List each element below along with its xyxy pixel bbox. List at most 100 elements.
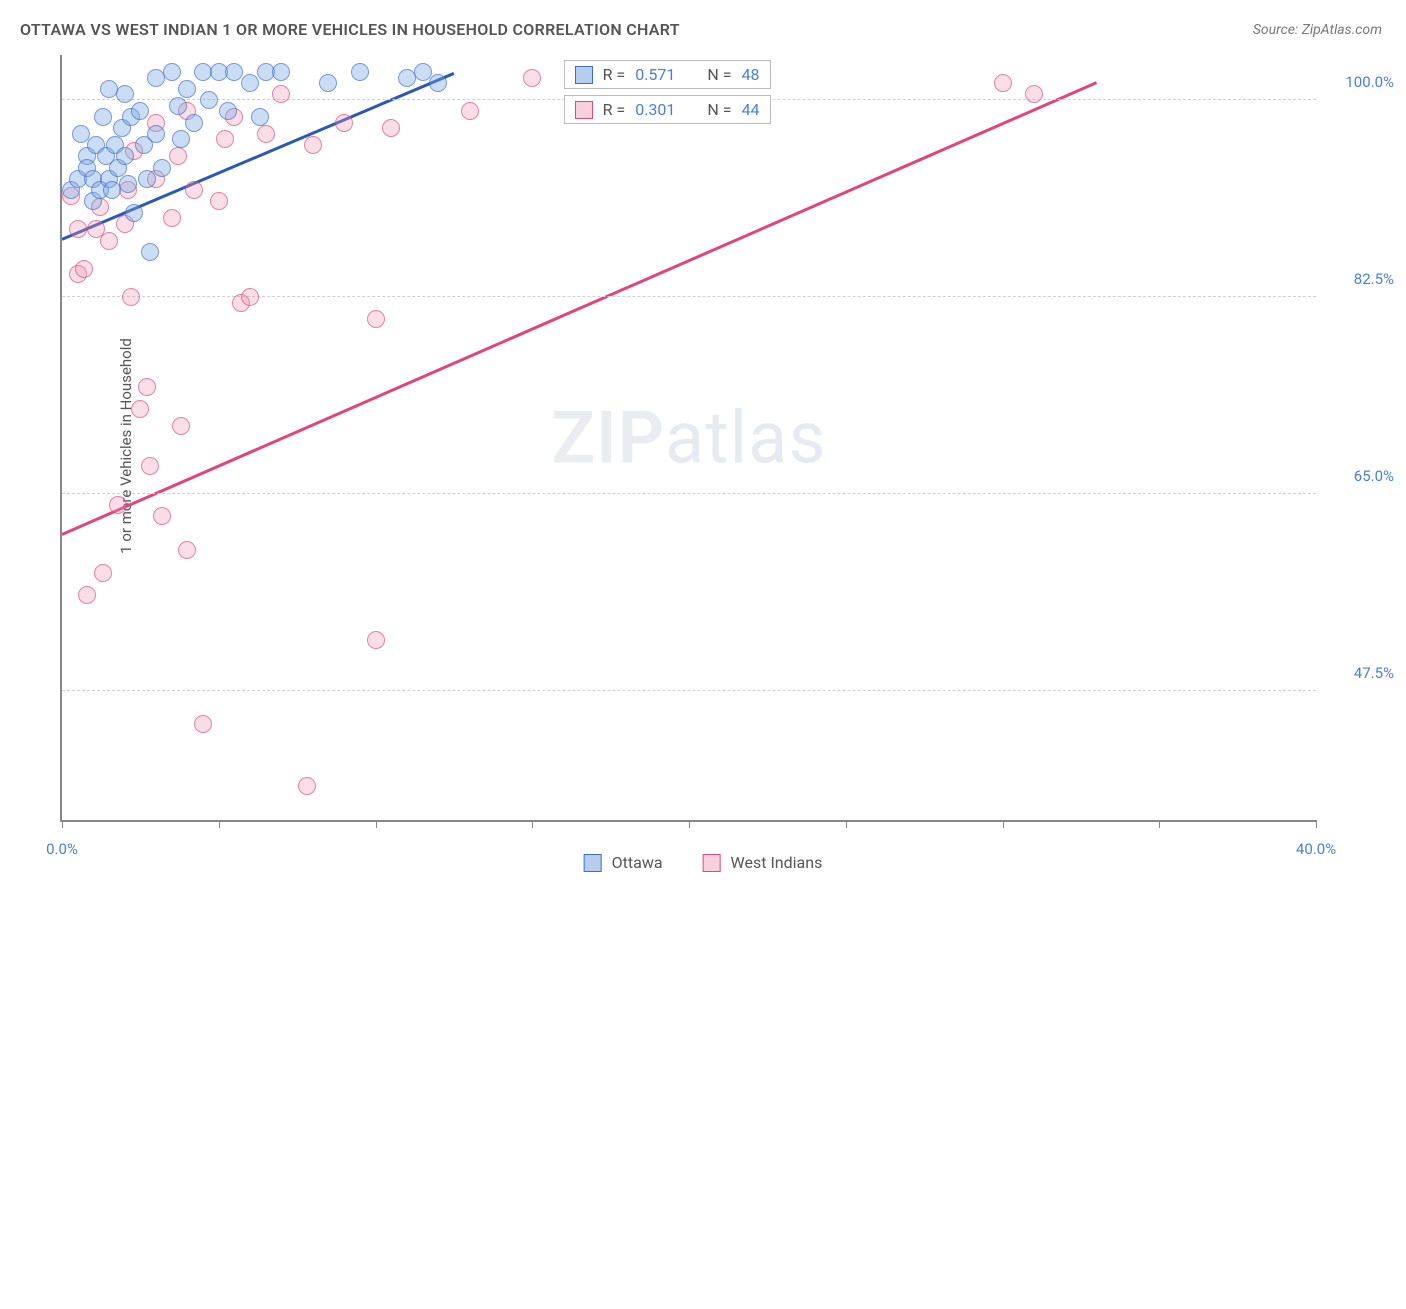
scatter-point bbox=[241, 74, 259, 92]
trend-line bbox=[62, 83, 1097, 535]
source-label: Source: ZipAtlas.com bbox=[1253, 22, 1382, 38]
trend-lines bbox=[62, 55, 1316, 1309]
scatter-point bbox=[1025, 85, 1043, 103]
x-tick bbox=[689, 820, 690, 828]
legend-item-west-indians: West Indians bbox=[703, 853, 823, 872]
scatter-point bbox=[72, 125, 90, 143]
scatter-point bbox=[185, 114, 203, 132]
scatter-point bbox=[304, 136, 322, 154]
legend-label-west-indians: West Indians bbox=[731, 853, 823, 872]
y-tick-label: 65.0% bbox=[1324, 467, 1394, 485]
correlation-chart: OTTAWA VS WEST INDIAN 1 OR MORE VEHICLES… bbox=[0, 0, 1406, 892]
scatter-point bbox=[367, 631, 385, 649]
scatter-point bbox=[94, 108, 112, 126]
scatter-point bbox=[194, 715, 212, 733]
x-tick bbox=[846, 820, 847, 828]
scatter-point bbox=[122, 288, 140, 306]
r-value: 0.571 bbox=[635, 65, 675, 84]
scatter-point bbox=[147, 125, 165, 143]
x-tick-label: 40.0% bbox=[1296, 840, 1336, 858]
scatter-point bbox=[351, 63, 369, 81]
scatter-point bbox=[138, 378, 156, 396]
legend-label-ottawa: Ottawa bbox=[612, 853, 663, 872]
scatter-point bbox=[200, 91, 218, 109]
legend-correlation: R =0.301N =44 bbox=[564, 95, 771, 124]
scatter-point bbox=[169, 97, 187, 115]
scatter-point bbox=[100, 232, 118, 250]
r-label: R = bbox=[603, 65, 626, 84]
scatter-point bbox=[119, 175, 137, 193]
x-tick bbox=[219, 820, 220, 828]
legend-bottom: Ottawa West Indians bbox=[584, 853, 823, 872]
x-tick bbox=[532, 820, 533, 828]
n-value: 48 bbox=[742, 65, 760, 84]
scatter-point bbox=[272, 63, 290, 81]
scatter-point bbox=[78, 586, 96, 604]
watermark-atlas: atlas bbox=[665, 395, 827, 480]
watermark-zip: ZIP bbox=[551, 395, 664, 480]
scatter-point bbox=[172, 130, 190, 148]
scatter-point bbox=[216, 130, 234, 148]
scatter-point bbox=[461, 102, 479, 120]
y-tick-label: 47.5% bbox=[1324, 664, 1394, 682]
scatter-point bbox=[69, 220, 87, 238]
x-tick bbox=[1003, 820, 1004, 828]
x-tick-label: 0.0% bbox=[46, 840, 78, 858]
legend-correlation: R = 0.571 N = 48 bbox=[564, 60, 771, 89]
scatter-point bbox=[138, 170, 156, 188]
scatter-point bbox=[172, 417, 190, 435]
scatter-point bbox=[153, 507, 171, 525]
x-tick bbox=[62, 820, 63, 828]
scatter-point bbox=[109, 496, 127, 514]
scatter-point bbox=[131, 102, 149, 120]
scatter-point bbox=[178, 541, 196, 559]
legend-swatch bbox=[575, 66, 593, 84]
scatter-point bbox=[125, 204, 143, 222]
gridline bbox=[62, 690, 1316, 691]
scatter-point bbox=[319, 74, 337, 92]
chart-title: OTTAWA VS WEST INDIAN 1 OR MORE VEHICLES… bbox=[20, 20, 680, 39]
plot-area: ZIPatlas 47.5%65.0%82.5%100.0%0.0%40.0%R… bbox=[60, 55, 1316, 822]
scatter-point bbox=[523, 69, 541, 87]
y-tick-label: 82.5% bbox=[1324, 270, 1394, 288]
x-tick bbox=[1316, 820, 1317, 828]
y-tick-label: 100.0% bbox=[1324, 73, 1394, 91]
scatter-point bbox=[219, 102, 237, 120]
scatter-point bbox=[210, 192, 228, 210]
scatter-point bbox=[75, 260, 93, 278]
r-label: R = bbox=[603, 100, 626, 119]
scatter-point bbox=[225, 63, 243, 81]
r-value: 0.301 bbox=[635, 100, 675, 119]
n-label: N = bbox=[707, 100, 731, 119]
scatter-point bbox=[116, 147, 134, 165]
scatter-point bbox=[116, 85, 134, 103]
scatter-point bbox=[141, 243, 159, 261]
scatter-point bbox=[163, 63, 181, 81]
legend-swatch-pink bbox=[703, 854, 721, 872]
x-tick bbox=[1159, 820, 1160, 828]
scatter-point bbox=[141, 457, 159, 475]
scatter-point bbox=[272, 85, 290, 103]
scatter-point bbox=[429, 74, 447, 92]
legend-swatch bbox=[575, 101, 593, 119]
scatter-point bbox=[131, 400, 149, 418]
scatter-point bbox=[382, 119, 400, 137]
scatter-point bbox=[153, 159, 171, 177]
scatter-point bbox=[257, 125, 275, 143]
scatter-point bbox=[185, 181, 203, 199]
legend-item-ottawa: Ottawa bbox=[584, 853, 663, 872]
scatter-point bbox=[414, 63, 432, 81]
scatter-point bbox=[163, 209, 181, 227]
n-label: N = bbox=[707, 65, 731, 84]
scatter-point bbox=[169, 147, 187, 165]
watermark: ZIPatlas bbox=[551, 395, 826, 480]
gridline bbox=[62, 493, 1316, 494]
scatter-point bbox=[251, 108, 269, 126]
scatter-point bbox=[298, 777, 316, 795]
scatter-point bbox=[178, 80, 196, 98]
scatter-point bbox=[241, 288, 259, 306]
scatter-point bbox=[367, 310, 385, 328]
scatter-point bbox=[335, 114, 353, 132]
legend-swatch-blue bbox=[584, 854, 602, 872]
scatter-point bbox=[94, 564, 112, 582]
